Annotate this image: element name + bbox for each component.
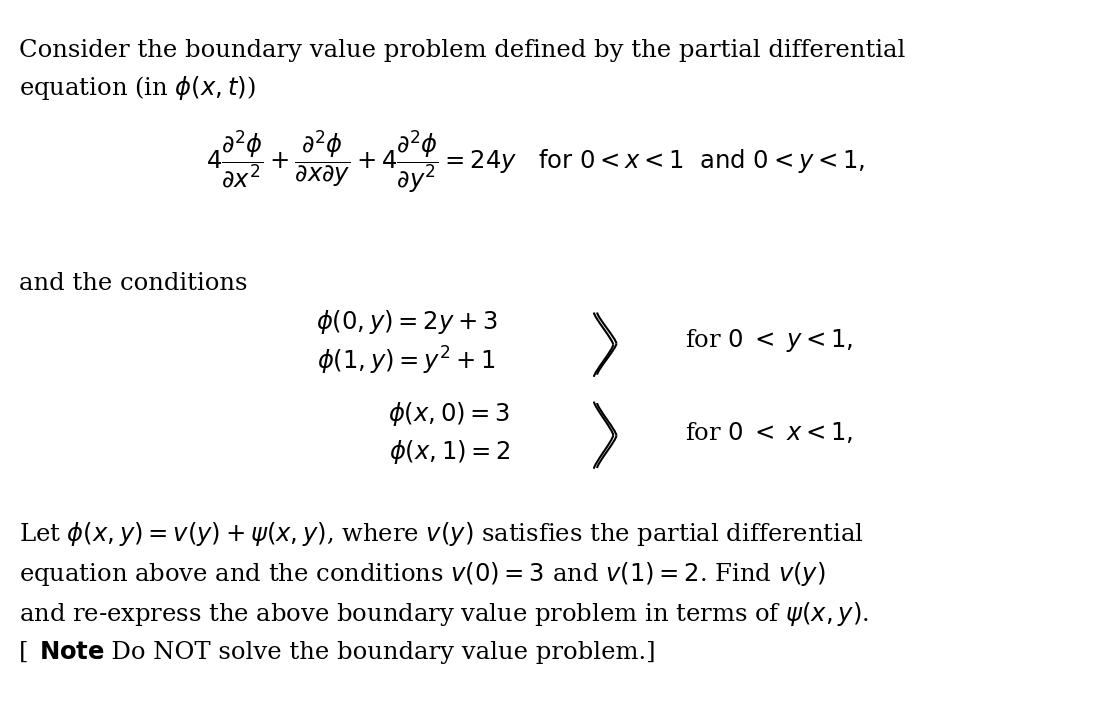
Text: and re-express the above boundary value problem in terms of $\psi(x,y)$.: and re-express the above boundary value … — [19, 600, 869, 629]
Text: [: [ — [19, 641, 29, 664]
Text: for $0\;  <\;  y < 1,$: for $0\; <\; y < 1,$ — [684, 327, 853, 354]
Text: Let $\phi(x,y) = v(y)+\psi(x,y)$, where $v(y)$ satisfies the partial differentia: Let $\phi(x,y) = v(y)+\psi(x,y)$, where … — [19, 520, 864, 548]
Text: $\phi(x,0) = 3$: $\phi(x,0) = 3$ — [389, 399, 511, 428]
Text: for $0\;  <\;  x < 1,$: for $0\; <\; x < 1,$ — [684, 420, 853, 445]
Text: . Do NOT solve the boundary value problem.]: . Do NOT solve the boundary value proble… — [97, 641, 655, 664]
Text: $\phi(0,y) = 2y+3$: $\phi(0,y) = 2y+3$ — [316, 308, 498, 336]
Text: $\phi(x,1) = 2$: $\phi(x,1) = 2$ — [389, 438, 510, 467]
Text: $\phi(1,y) = y^2+1$: $\phi(1,y) = y^2+1$ — [318, 344, 496, 377]
Text: equation (in $\phi(x,t)$): equation (in $\phi(x,t)$) — [19, 74, 256, 103]
Text: and the conditions: and the conditions — [19, 272, 248, 296]
Text: $4\dfrac{\partial^2\phi}{\partial x^2} + \dfrac{\partial^2\phi}{\partial x\parti: $4\dfrac{\partial^2\phi}{\partial x^2} +… — [206, 129, 864, 197]
Text: equation above and the conditions $v(0) = 3$ and $v(1) = 2$. Find $v(y)$: equation above and the conditions $v(0) … — [19, 560, 825, 588]
Text: $\mathbf{Note}$: $\mathbf{Note}$ — [39, 641, 104, 664]
Text: Consider the boundary value problem defined by the partial differential: Consider the boundary value problem defi… — [19, 39, 905, 62]
